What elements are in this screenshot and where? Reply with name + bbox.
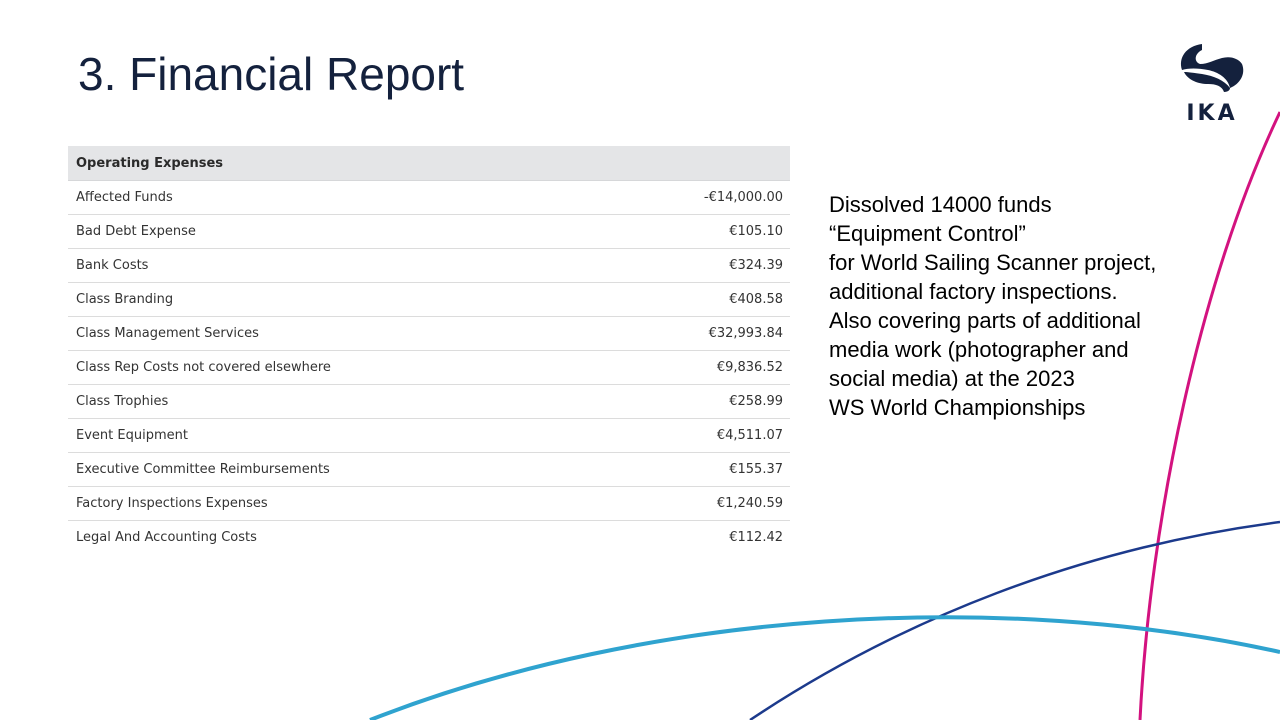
table-header: Operating Expenses: [68, 146, 790, 181]
table-row: Bad Debt Expense €105.10: [68, 215, 790, 249]
row-value: €155.37: [729, 462, 783, 477]
row-value: €258.99: [729, 394, 783, 409]
table-row: Executive Committee Reimbursements €155.…: [68, 453, 790, 487]
note-line: additional factory inspections.: [829, 279, 1118, 304]
table-row: Class Trophies €258.99: [68, 385, 790, 419]
navy-curve: [749, 520, 1280, 720]
row-value: €4,511.07: [716, 428, 783, 443]
row-label: Class Trophies: [76, 394, 169, 409]
cyan-curve: [369, 615, 1280, 720]
note-line: for World Sailing Scanner project,: [829, 250, 1157, 275]
note-line: WS World Championships: [829, 395, 1086, 420]
table-row: Event Equipment €4,511.07: [68, 419, 790, 453]
table-row: Class Management Services €32,993.84: [68, 317, 790, 351]
row-label: Class Rep Costs not covered elsewhere: [76, 360, 331, 375]
row-label: Factory Inspections Expenses: [76, 496, 268, 511]
row-label: Bad Debt Expense: [76, 224, 196, 239]
row-label: Class Branding: [76, 292, 174, 307]
row-label: Legal And Accounting Costs: [76, 530, 257, 545]
row-label: Executive Committee Reimbursements: [76, 462, 330, 477]
row-value: -€14,000.00: [703, 190, 783, 205]
table-row: Bank Costs €324.39: [68, 249, 790, 283]
row-value: €112.42: [729, 530, 783, 545]
row-value: €1,240.59: [716, 496, 783, 511]
explanation-note: Dissolved 14000 funds “Equipment Control…: [829, 190, 1229, 422]
row-value: €324.39: [729, 258, 783, 273]
table-row: Affected Funds -€14,000.00: [68, 181, 790, 215]
note-line: “Equipment Control”: [829, 221, 1026, 246]
row-value: €408.58: [729, 292, 783, 307]
note-line: media work (photographer and: [829, 337, 1129, 362]
table-row: Legal And Accounting Costs €112.42: [68, 521, 790, 554]
magenta-curve: [1138, 111, 1280, 720]
row-value: €105.10: [729, 224, 783, 239]
row-label: Event Equipment: [76, 428, 188, 443]
table-row: Class Rep Costs not covered elsewhere €9…: [68, 351, 790, 385]
ika-logo-icon: IKA: [1180, 44, 1244, 124]
table-header-label: Operating Expenses: [76, 155, 224, 171]
table-row: Class Branding €408.58: [68, 283, 790, 317]
table-row: Factory Inspections Expenses €1,240.59: [68, 487, 790, 521]
operating-expenses-table: Operating Expenses Affected Funds -€14,0…: [68, 146, 790, 554]
row-label: Bank Costs: [76, 258, 149, 273]
row-value: €32,993.84: [708, 326, 783, 341]
row-label: Affected Funds: [76, 190, 173, 205]
logo-text: IKA: [1186, 101, 1237, 124]
note-line: Also covering parts of additional: [829, 308, 1141, 333]
note-line: Dissolved 14000 funds: [829, 192, 1052, 217]
slide-title: 3. Financial Report: [78, 48, 465, 100]
note-line: social media) at the 2023: [829, 366, 1075, 391]
row-label: Class Management Services: [76, 326, 259, 341]
row-value: €9,836.52: [716, 360, 783, 375]
